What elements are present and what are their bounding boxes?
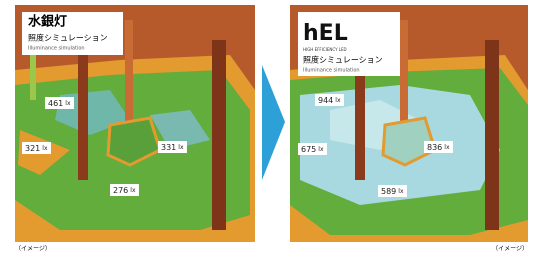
- lux-unit: lx: [130, 187, 136, 194]
- subtitle: 照度シミュレーション: [28, 33, 108, 43]
- subtitle-en: Illuminance simulation: [28, 46, 85, 52]
- comparison: 水銀灯 照度シミュレーション Illuminance simulation hE…: [0, 0, 535, 255]
- lux-value: 589: [381, 187, 396, 196]
- lux-value: 331: [161, 143, 176, 152]
- lux-unit: lx: [178, 144, 184, 151]
- subtitle-en: Illuminance simulation: [303, 68, 360, 74]
- lux-value: 461: [48, 99, 63, 108]
- tagline: HIGH EFFICIENCY LED: [303, 47, 347, 52]
- lux-unit: lx: [318, 146, 324, 153]
- lux-unit: lx: [335, 97, 341, 104]
- lux-unit: lx: [444, 144, 450, 151]
- lux-value: 276: [113, 186, 128, 195]
- lux-unit: lx: [398, 188, 404, 195]
- title: 水銀灯: [28, 14, 67, 30]
- arrow: [262, 65, 285, 180]
- page: 水銀灯 照度シミュレーション Illuminance simulation hE…: [0, 0, 535, 255]
- lux-unit: lx: [42, 145, 48, 152]
- subtitle: 照度シミュレーション: [303, 55, 383, 65]
- lux-value: 321: [25, 144, 40, 153]
- lux-unit: lx: [65, 100, 71, 107]
- lux-value: 675: [301, 145, 316, 154]
- logo: hEL: [303, 21, 348, 46]
- lux-value: 836: [427, 143, 442, 152]
- caption: （イメージ）: [492, 246, 528, 253]
- caption: （イメージ）: [15, 246, 51, 253]
- lux-value: 944: [318, 96, 333, 105]
